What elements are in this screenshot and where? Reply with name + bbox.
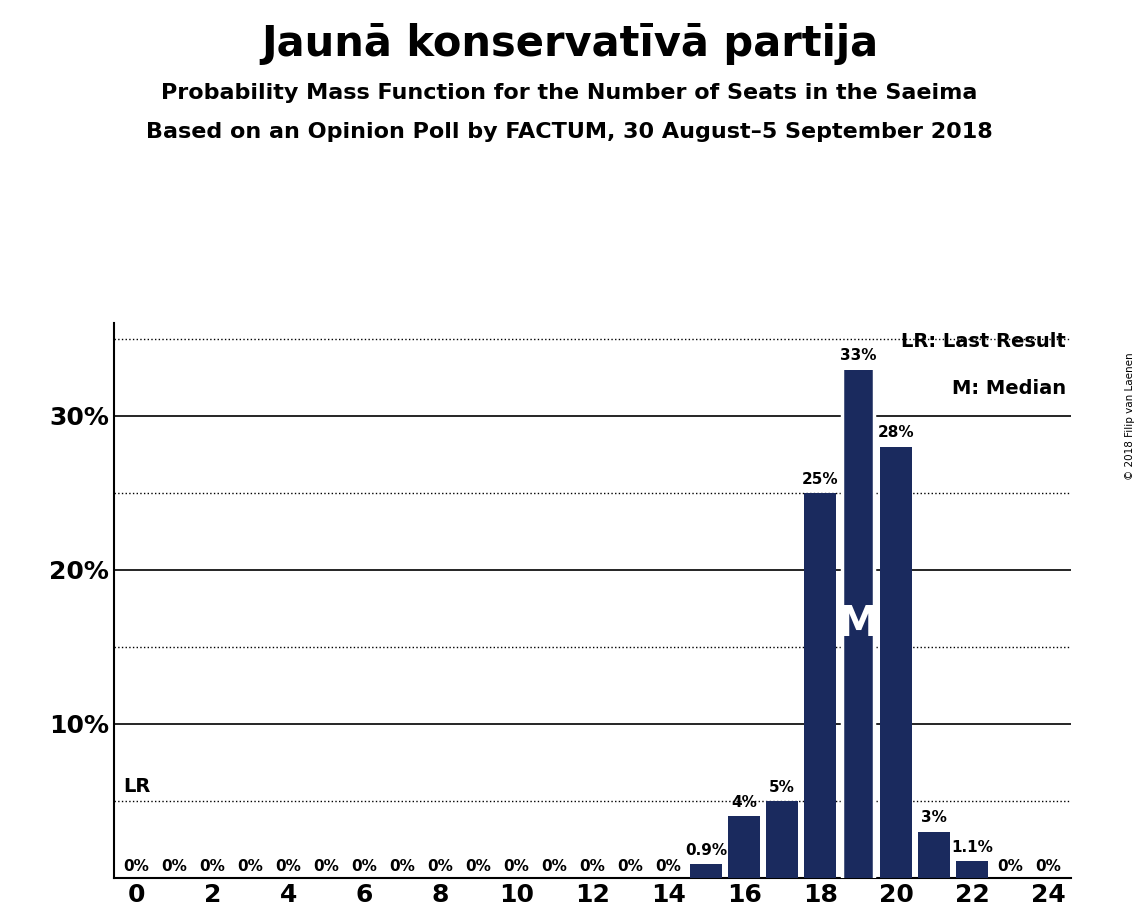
Text: 0%: 0% <box>580 859 605 874</box>
Text: 0%: 0% <box>655 859 681 874</box>
Text: 0%: 0% <box>997 859 1023 874</box>
Bar <box>918 832 950 878</box>
Text: 0%: 0% <box>199 859 226 874</box>
Text: M: M <box>837 602 879 645</box>
Text: 0%: 0% <box>617 859 644 874</box>
Bar <box>956 861 988 878</box>
Text: 0%: 0% <box>427 859 453 874</box>
Text: 0%: 0% <box>541 859 567 874</box>
Bar <box>842 370 875 878</box>
Text: 1.1%: 1.1% <box>951 840 993 855</box>
Bar <box>879 446 912 878</box>
Text: 0%: 0% <box>313 859 339 874</box>
Text: 0%: 0% <box>503 859 530 874</box>
Text: 0%: 0% <box>1035 859 1060 874</box>
Text: 0%: 0% <box>466 859 491 874</box>
Text: 25%: 25% <box>802 471 838 487</box>
Text: 0%: 0% <box>352 859 377 874</box>
Text: 0.9%: 0.9% <box>686 843 727 857</box>
Text: 0%: 0% <box>276 859 302 874</box>
Text: 5%: 5% <box>769 780 795 795</box>
Bar <box>765 801 798 878</box>
Text: 0%: 0% <box>238 859 263 874</box>
Text: Based on an Opinion Poll by FACTUM, 30 August–5 September 2018: Based on an Opinion Poll by FACTUM, 30 A… <box>146 122 993 142</box>
Bar <box>804 492 836 878</box>
Text: Probability Mass Function for the Number of Seats in the Saeima: Probability Mass Function for the Number… <box>162 83 977 103</box>
Text: 3%: 3% <box>921 810 947 825</box>
Bar <box>728 816 761 878</box>
Text: M: Median: M: Median <box>952 379 1066 398</box>
Text: 4%: 4% <box>731 795 757 810</box>
Text: 0%: 0% <box>390 859 416 874</box>
Text: Jaunā konservatīvā partija: Jaunā konservatīvā partija <box>261 23 878 65</box>
Text: 0%: 0% <box>124 859 149 874</box>
Bar <box>690 864 722 878</box>
Text: 28%: 28% <box>878 425 915 441</box>
Text: © 2018 Filip van Laenen: © 2018 Filip van Laenen <box>1125 352 1134 480</box>
Text: LR: LR <box>123 777 150 796</box>
Text: 0%: 0% <box>162 859 188 874</box>
Text: 33%: 33% <box>839 348 876 363</box>
Text: LR: Last Result: LR: Last Result <box>901 332 1066 351</box>
